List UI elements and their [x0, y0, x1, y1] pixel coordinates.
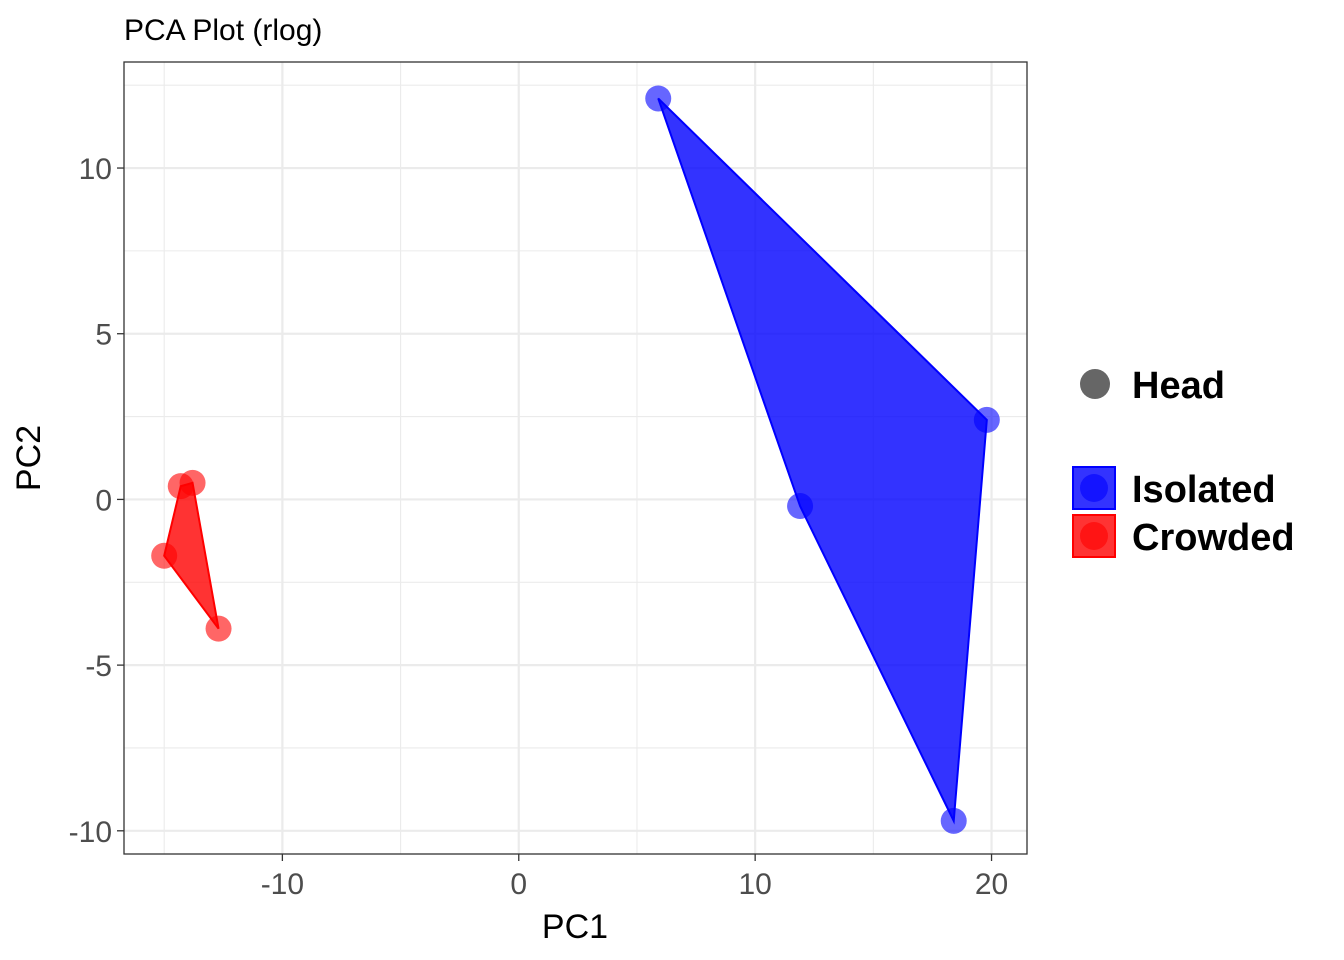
point-crowded — [179, 469, 206, 496]
point-crowded — [205, 615, 232, 642]
y-tick-label: -10 — [69, 816, 112, 849]
ticks: -10 0 10 20 -10 -5 0 5 10 — [69, 153, 1009, 901]
x-tick-label: 20 — [975, 868, 1008, 901]
y-tick-label: 10 — [79, 153, 112, 186]
legend-key-point — [1080, 522, 1108, 550]
point-isolated — [940, 807, 967, 834]
legend-head-key — [1080, 369, 1110, 399]
point-isolated — [787, 493, 814, 520]
y-tick-label: -5 — [85, 650, 112, 683]
x-tick-label: 0 — [510, 868, 527, 901]
point-isolated — [645, 85, 672, 112]
point-isolated — [973, 406, 1000, 433]
legend-head-label: Head — [1132, 365, 1225, 407]
x-tick-label: 10 — [738, 868, 771, 901]
legend-key-point — [1080, 474, 1108, 502]
y-tick-label: 0 — [95, 484, 112, 517]
x-tick-label: -10 — [261, 868, 304, 901]
y-tick-label: 5 — [95, 319, 112, 352]
points — [151, 85, 1000, 834]
legend-label-crowded: Crowded — [1132, 517, 1295, 559]
legend-label-isolated: Isolated — [1132, 469, 1276, 511]
plot-panel-border — [123, 61, 1028, 855]
point-crowded — [151, 542, 178, 569]
legend: Head Isolated Crowded — [1072, 365, 1295, 559]
x-axis-label: PC1 — [542, 908, 608, 946]
y-axis-label: PC2 — [10, 425, 48, 491]
grid — [124, 62, 1027, 854]
chart-title: PCA Plot (rlog) — [124, 14, 322, 47]
